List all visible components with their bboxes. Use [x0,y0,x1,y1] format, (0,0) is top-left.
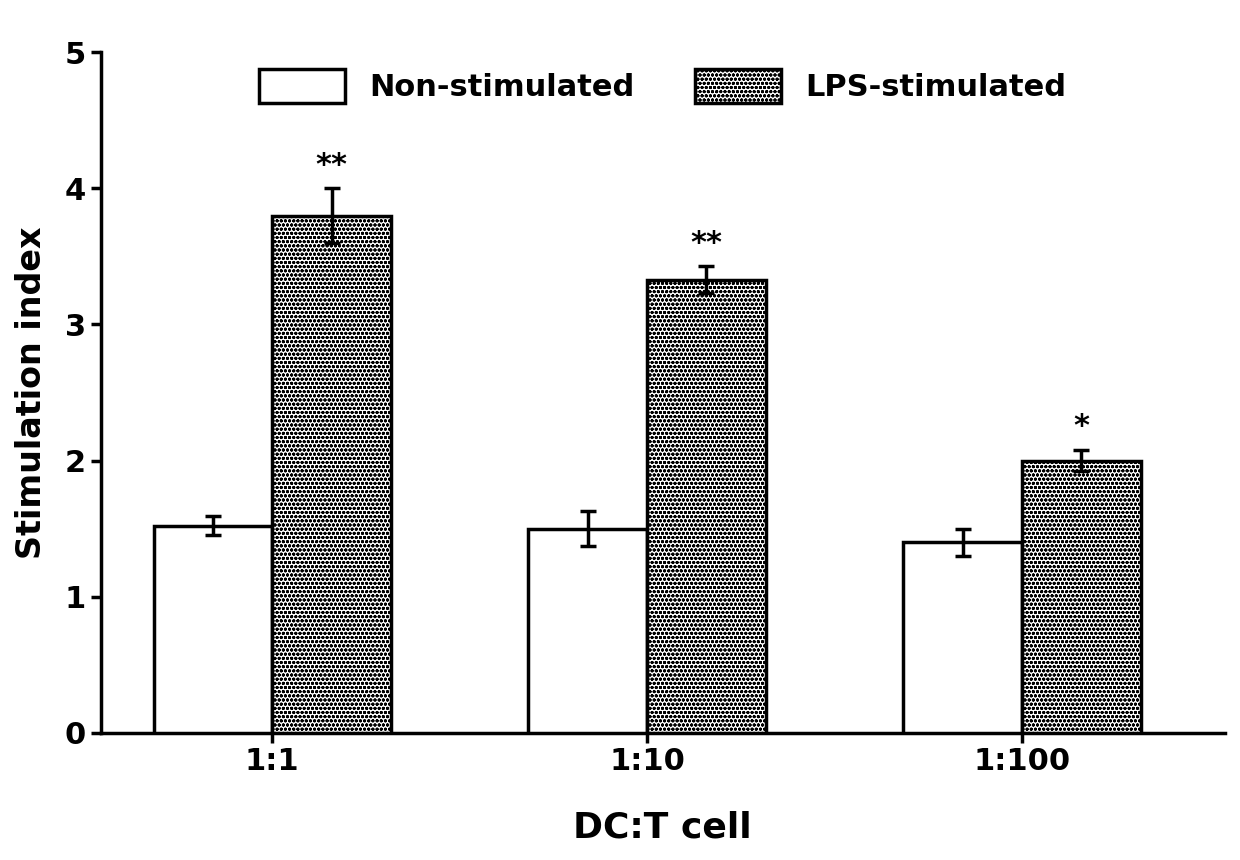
Bar [903,542,1022,733]
Text: **: ** [316,151,347,181]
Legend: Non-stimulated, LPS-stimulated: Non-stimulated, LPS-stimulated [244,54,1081,118]
X-axis label: DC:T cell: DC:T cell [573,811,753,845]
Bar [647,280,766,733]
Text: *: * [1074,413,1089,441]
Bar [1022,461,1141,733]
Text: **: ** [691,229,723,258]
Bar [154,525,273,733]
Bar [528,529,647,733]
Y-axis label: Stimulation index: Stimulation index [15,226,48,559]
Bar [273,216,391,733]
